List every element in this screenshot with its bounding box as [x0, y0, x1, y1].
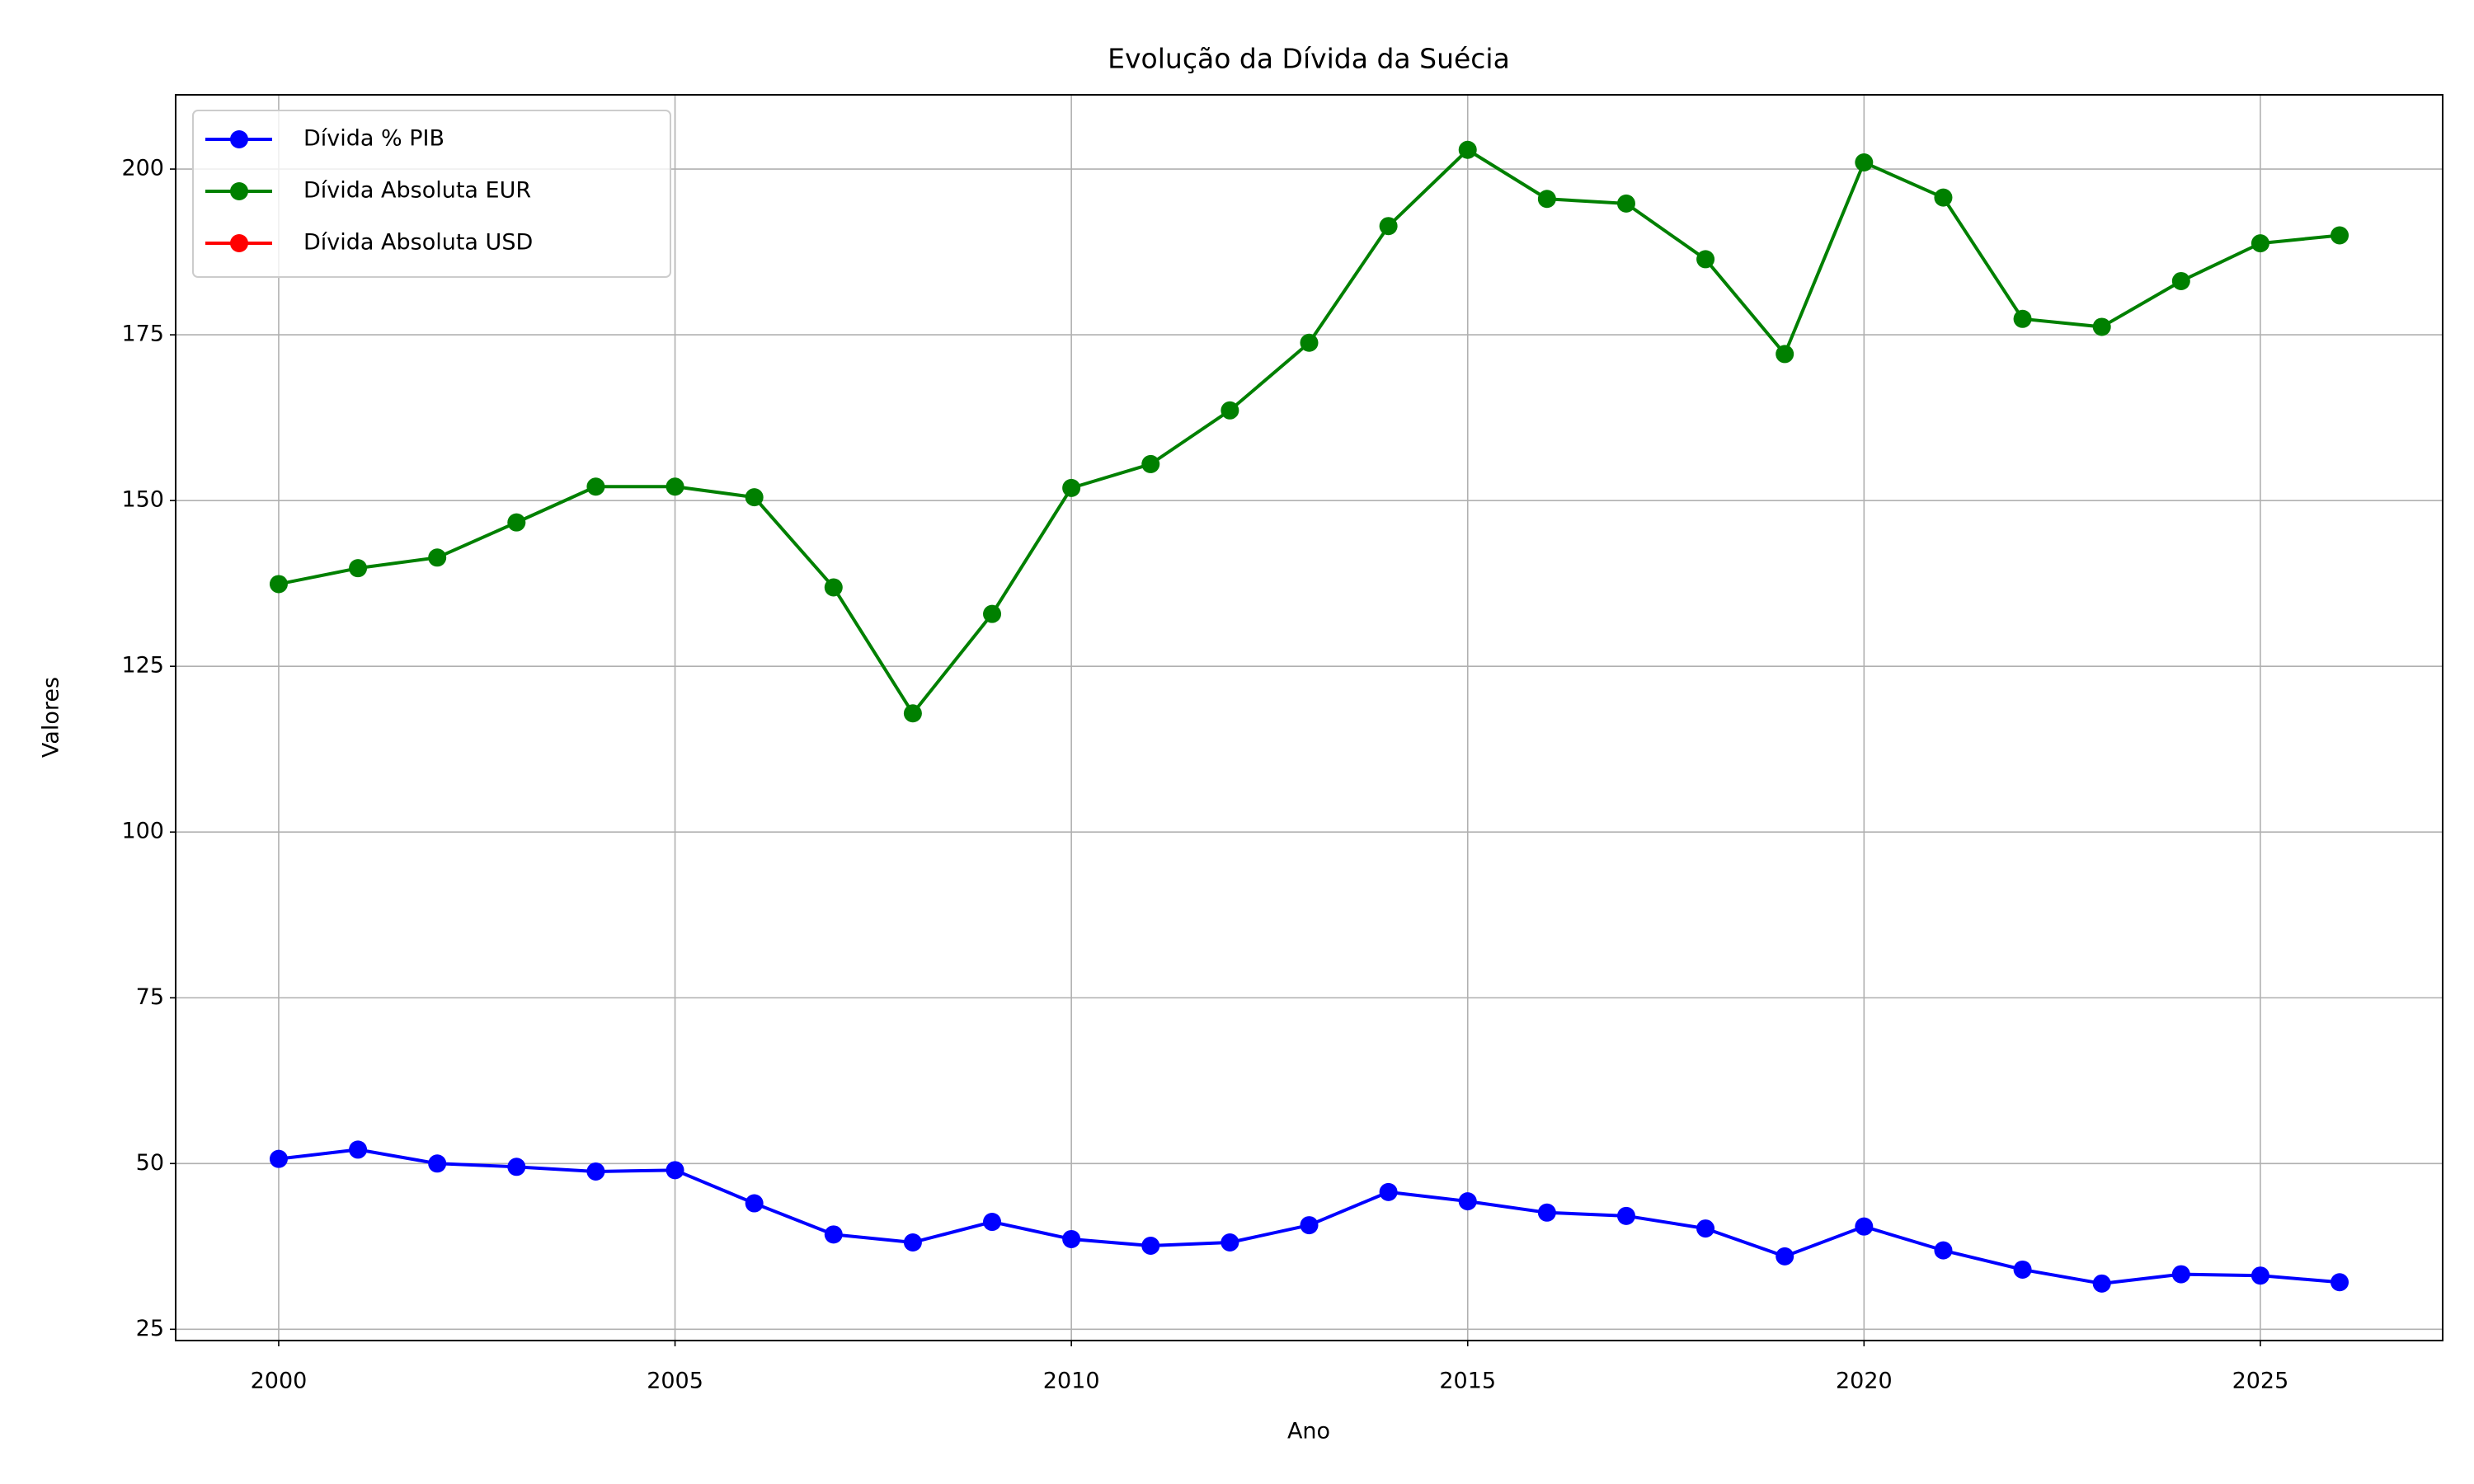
data-point [507, 513, 526, 532]
legend: Dívida % PIB Dívida Absoluta EUR Dívida Ab… [192, 110, 671, 278]
data-point [1379, 1182, 1398, 1201]
x-tick-label: 2010 [1043, 1369, 1100, 1394]
data-point [1300, 333, 1319, 352]
data-point [1221, 401, 1239, 420]
data-point [428, 548, 447, 567]
legend-label: Dívida Absoluta USD [303, 230, 533, 256]
legend-marker [230, 234, 248, 252]
data-point [1458, 1192, 1477, 1211]
chart-title: Evolução da Dívida da Suécia [1108, 43, 1510, 75]
data-point [1300, 1216, 1319, 1235]
data-point [1537, 190, 1556, 209]
x-tick-label: 2025 [2232, 1369, 2289, 1394]
data-point [1616, 194, 1635, 213]
x-tick-label: 2020 [1836, 1369, 1893, 1394]
data-point [1221, 1233, 1239, 1252]
y-tick-label: 25 [136, 1316, 164, 1341]
data-point [1458, 140, 1477, 159]
data-point [2013, 1260, 2032, 1279]
data-point [903, 704, 922, 723]
data-point [1776, 1247, 1794, 1266]
grid [176, 95, 2443, 1341]
data-point [1776, 345, 1794, 364]
legend-box [192, 110, 671, 278]
data-point [745, 1194, 764, 1213]
y-tick-label: 150 [121, 487, 164, 513]
data-point [824, 578, 843, 597]
data-point [1379, 217, 1398, 236]
data-point [745, 488, 764, 507]
data-point [1855, 153, 1874, 172]
data-point [1855, 1217, 1874, 1236]
legend-label: Dívida Absoluta EUR [303, 178, 531, 204]
data-point [1616, 1206, 1635, 1225]
y-tick-label: 50 [136, 1150, 164, 1176]
data-point [2092, 1274, 2111, 1293]
data-point [2092, 317, 2111, 336]
legend-marker [230, 130, 248, 148]
legend-marker [230, 182, 248, 200]
data-point [1141, 454, 1160, 473]
y-tick-label: 200 [121, 156, 164, 181]
ticks: 2000 2005 2010 2015 2020 2025 25 50 75 100 125 150 1… [121, 156, 2288, 1394]
data-point [2331, 1273, 2349, 1292]
data-point [2171, 271, 2190, 290]
x-tick-label: 2005 [647, 1369, 703, 1394]
data-point [1934, 188, 1953, 207]
data-point [586, 477, 605, 496]
data-point [1537, 1203, 1556, 1222]
data-point [507, 1158, 526, 1176]
data-point [2013, 309, 2032, 328]
y-tick-label: 100 [121, 819, 164, 844]
data-point [666, 1161, 684, 1180]
data-point [983, 1213, 1002, 1232]
x-axis-label: Ano [1287, 1419, 1330, 1444]
data-point [2251, 234, 2269, 253]
data-point [269, 1149, 288, 1168]
data-point [1141, 1237, 1160, 1256]
data-point [428, 1154, 447, 1173]
data-point [2171, 1265, 2190, 1284]
data-point [666, 477, 684, 496]
y-axis-label: Valores [39, 677, 64, 758]
legend-label: Dívida % PIB [303, 126, 444, 152]
data-point [983, 604, 1002, 623]
data-point [1934, 1241, 1953, 1260]
data-point [1062, 1229, 1081, 1248]
data-point [586, 1162, 605, 1181]
data-point [1062, 478, 1081, 497]
plot [269, 140, 2349, 1293]
data-point [1696, 250, 1715, 269]
y-tick-label: 125 [121, 653, 164, 679]
plot-frame [175, 94, 2443, 1341]
x-tick-label: 2000 [251, 1369, 308, 1394]
data-point [903, 1233, 922, 1252]
y-tick-label: 175 [121, 322, 164, 347]
data-point [2331, 226, 2349, 245]
data-point [1696, 1219, 1715, 1238]
data-point [349, 559, 368, 578]
data-point [824, 1225, 843, 1244]
data-point [349, 1140, 368, 1159]
data-point [2251, 1266, 2269, 1285]
y-tick-label: 75 [136, 984, 164, 1010]
data-point [269, 575, 288, 594]
x-tick-label: 2015 [1439, 1369, 1496, 1394]
